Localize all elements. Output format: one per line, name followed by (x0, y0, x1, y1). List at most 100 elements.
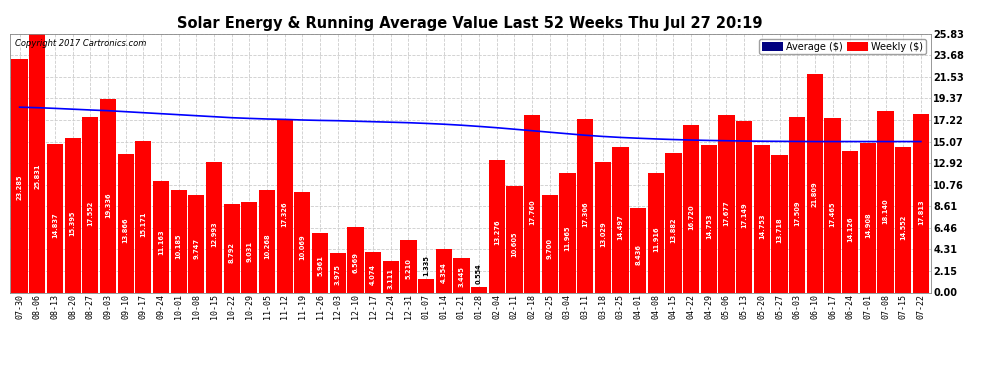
Bar (506, 186, 523, 292)
Text: 17.813: 17.813 (918, 200, 924, 225)
Text: 3.975: 3.975 (335, 264, 341, 285)
Text: 14.753: 14.753 (758, 213, 765, 239)
Text: 0.554: 0.554 (476, 263, 482, 284)
Bar (294, 192, 311, 292)
Bar (259, 190, 275, 292)
Bar (188, 195, 205, 292)
Bar (382, 261, 399, 292)
Bar (152, 181, 169, 292)
Bar (489, 159, 505, 292)
Text: 11.916: 11.916 (652, 226, 658, 252)
Text: 18.140: 18.140 (882, 198, 889, 223)
Bar (453, 258, 469, 292)
Text: 13.276: 13.276 (494, 220, 500, 246)
Bar (224, 204, 240, 292)
Text: 17.306: 17.306 (582, 202, 588, 227)
Text: 16.720: 16.720 (688, 204, 694, 230)
Text: 3.111: 3.111 (388, 268, 394, 289)
Text: 1.335: 1.335 (423, 255, 429, 276)
Text: 11.965: 11.965 (564, 226, 570, 251)
Text: 17.465: 17.465 (830, 201, 836, 226)
Bar (736, 121, 752, 292)
Text: 8.792: 8.792 (229, 242, 235, 263)
Bar (276, 119, 293, 292)
Bar (312, 233, 328, 292)
Bar (542, 195, 558, 292)
Text: 10.069: 10.069 (299, 234, 305, 260)
Bar (807, 74, 823, 292)
Text: 10.268: 10.268 (264, 233, 270, 259)
Bar (347, 227, 363, 292)
Text: 17.552: 17.552 (87, 201, 93, 226)
Text: 14.753: 14.753 (706, 213, 712, 239)
Text: Copyright 2017 Cartronics.com: Copyright 2017 Cartronics.com (15, 39, 146, 48)
Bar (859, 143, 876, 292)
Text: 17.677: 17.677 (724, 200, 730, 226)
Text: 9.031: 9.031 (247, 241, 252, 262)
Text: 11.163: 11.163 (158, 230, 164, 255)
Text: 19.336: 19.336 (105, 192, 111, 218)
Text: 3.445: 3.445 (458, 267, 464, 287)
Bar (771, 155, 788, 292)
Bar (170, 190, 187, 292)
Bar (47, 144, 63, 292)
Text: 6.569: 6.569 (352, 252, 358, 273)
Bar (701, 145, 717, 292)
Text: 13.882: 13.882 (670, 217, 676, 243)
Text: 10.185: 10.185 (175, 234, 182, 260)
Bar (330, 253, 346, 292)
Bar (577, 119, 593, 292)
Bar (136, 141, 151, 292)
Text: 17.760: 17.760 (529, 200, 536, 225)
Text: 25.831: 25.831 (35, 163, 41, 189)
Bar (753, 145, 770, 292)
Bar (630, 208, 646, 292)
Text: 14.126: 14.126 (847, 216, 853, 242)
Title: Solar Energy & Running Average Value Last 52 Weeks Thu Jul 27 20:19: Solar Energy & Running Average Value Las… (177, 16, 763, 31)
Bar (206, 162, 222, 292)
Bar (595, 162, 611, 292)
Text: 4.354: 4.354 (441, 262, 446, 283)
Text: 5.210: 5.210 (405, 259, 412, 279)
Bar (29, 34, 46, 292)
Bar (877, 111, 894, 292)
Bar (118, 154, 134, 292)
Bar (524, 115, 541, 292)
Bar (64, 138, 81, 292)
Bar (100, 99, 116, 292)
Text: 9.700: 9.700 (546, 238, 552, 259)
Bar (913, 114, 929, 292)
Text: 14.837: 14.837 (51, 213, 58, 238)
Bar (665, 153, 681, 292)
Text: 17.326: 17.326 (282, 202, 288, 227)
Bar (842, 151, 858, 292)
Text: 17.509: 17.509 (794, 201, 800, 226)
Text: 15.171: 15.171 (141, 211, 147, 237)
Text: 14.552: 14.552 (900, 214, 906, 240)
Bar (789, 117, 805, 292)
Text: 15.395: 15.395 (69, 210, 75, 236)
Text: 10.605: 10.605 (512, 232, 518, 258)
Bar (647, 173, 664, 292)
Text: 8.436: 8.436 (636, 244, 642, 265)
Text: 5.961: 5.961 (317, 255, 323, 276)
Text: 13.029: 13.029 (600, 221, 606, 247)
Text: 13.866: 13.866 (123, 217, 129, 243)
Bar (471, 287, 487, 292)
Bar (436, 249, 451, 292)
Text: 12.993: 12.993 (211, 221, 217, 247)
Bar (12, 59, 28, 292)
Bar (683, 125, 699, 292)
Bar (242, 202, 257, 292)
Bar (365, 252, 381, 292)
Bar (895, 147, 912, 292)
Bar (719, 116, 735, 292)
Bar (559, 172, 575, 292)
Bar (613, 147, 629, 292)
Text: 14.908: 14.908 (865, 213, 871, 238)
Text: 14.497: 14.497 (618, 214, 624, 240)
Text: 21.809: 21.809 (812, 182, 818, 207)
Text: 17.149: 17.149 (742, 202, 747, 228)
Bar (825, 117, 841, 292)
Legend: Average ($), Weekly ($): Average ($), Weekly ($) (758, 39, 926, 54)
